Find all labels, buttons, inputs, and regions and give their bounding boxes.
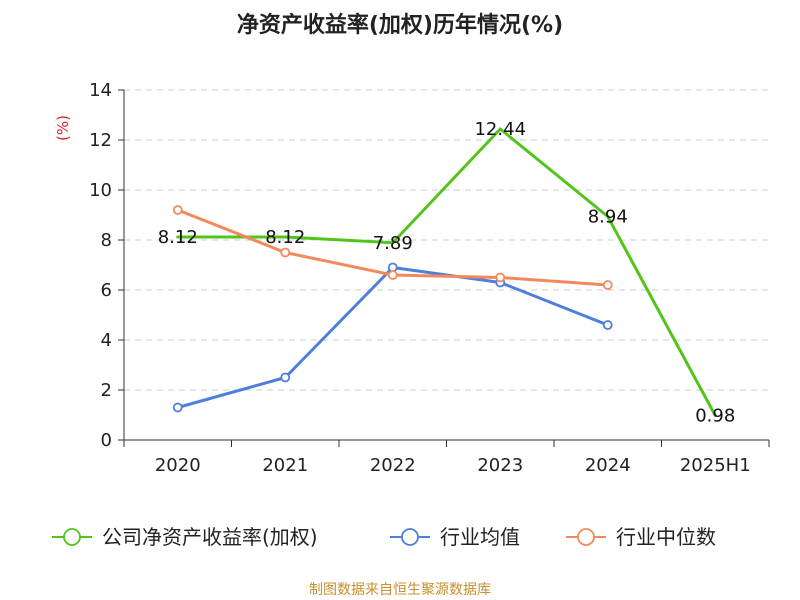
x-tick-label: 2021: [262, 455, 308, 476]
legend-swatch-marker: [63, 528, 81, 546]
x-tick-label: 2020: [155, 455, 201, 476]
data-labels: 8.12 8.12 7.89 12.44 8.94 0.98: [158, 119, 736, 427]
legend-label: 行业均值: [440, 525, 520, 549]
legend-label: 行业中位数: [616, 525, 716, 549]
data-point: [602, 280, 613, 290]
series-line: [176, 127, 717, 417]
legend-swatch-marker: [401, 528, 419, 546]
grid-lines: [124, 89, 769, 391]
x-tick-label: 2022: [370, 455, 416, 476]
chart-title: 净资产收益率(加权)历年情况(%): [237, 12, 563, 38]
y-tick-label: 10: [89, 180, 112, 201]
y-tick-label: 8: [101, 230, 112, 251]
legend-swatch-marker: [577, 528, 595, 546]
data-point: [172, 205, 183, 215]
x-axis: 2020 2021 2022 2023 2024 2025H1: [123, 439, 770, 476]
source-note: 制图数据来自恒生聚源数据库: [309, 582, 491, 598]
x-tick-label: 2025H1: [680, 455, 751, 476]
data-label: 0.98: [695, 406, 735, 427]
series-line: [176, 266, 610, 409]
y-tick-label: 12: [89, 130, 112, 151]
data-point: [387, 270, 398, 280]
data-label: 8.12: [265, 227, 305, 248]
y-tick-label: 2: [101, 380, 112, 401]
y-tick-label: 4: [101, 330, 112, 351]
data-point: [495, 272, 506, 283]
series-group: [172, 127, 717, 417]
data-label: 12.44: [474, 119, 526, 140]
legend: 公司净资产收益率(加权) 行业均值 行业中位数: [52, 525, 716, 549]
y-tick-label: 6: [101, 280, 112, 301]
data-label: 8.12: [158, 227, 198, 248]
x-tick-label: 2023: [477, 455, 523, 476]
y-axis-label: (%): [54, 115, 72, 141]
data-point: [280, 247, 291, 258]
data-point: [602, 320, 613, 330]
y-axis: 0 2 4 6 8 10 12 14: [89, 80, 125, 451]
y-tick-label: 0: [101, 430, 112, 451]
data-label: 7.89: [373, 233, 413, 254]
data-label: 8.94: [588, 207, 628, 228]
data-point: [280, 372, 291, 383]
y-tick-label: 14: [89, 80, 112, 101]
data-point: [172, 402, 183, 413]
x-tick-label: 2024: [585, 455, 631, 476]
legend-label: 公司净资产收益率(加权): [102, 525, 318, 549]
